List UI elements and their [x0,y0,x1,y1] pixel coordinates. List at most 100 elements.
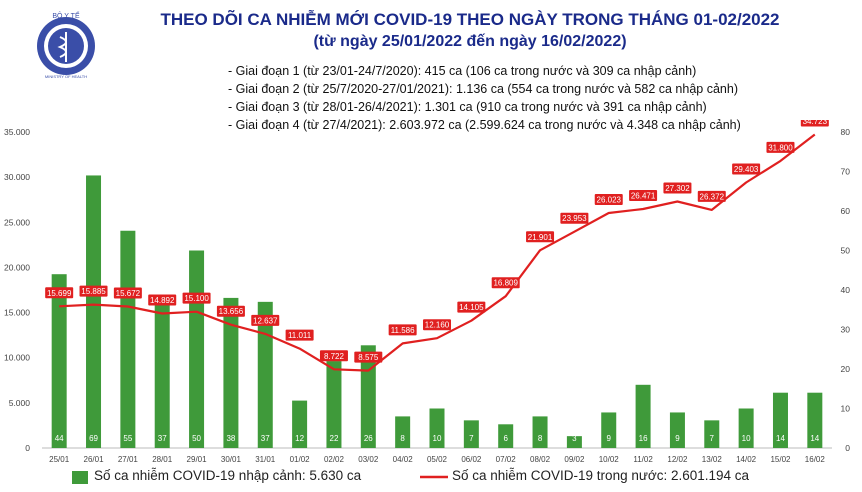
bar [463,420,479,448]
line-value-label: 14.105 [459,303,484,312]
bar-value-label: 10 [433,434,442,443]
x-tick-label: 31/01 [255,455,276,464]
bar [807,392,823,448]
line-value-label: 15.672 [116,289,141,298]
line-value-label: 34.723 [803,120,828,126]
x-tick-label: 29/01 [187,455,208,464]
bar [429,408,445,448]
bar [292,400,308,448]
bar [154,301,170,448]
bar-value-label: 55 [123,434,132,443]
chart-title: THEO DÕI CA NHIỄM MỚI COVID-19 THEO NGÀY… [160,10,780,29]
bar-value-label: 44 [55,434,64,443]
bar [566,436,582,448]
y-left-tick-label: 30.000 [4,172,30,182]
x-tick-label: 04/02 [393,455,414,464]
bar-value-label: 8 [538,434,543,443]
x-tick-label: 02/02 [324,455,345,464]
x-tick-label: 08/02 [530,455,551,464]
line-label-box [766,141,795,153]
bar-value-label: 22 [330,434,339,443]
line-label-box [732,163,761,175]
y-right-tick-label: 10 [841,404,851,414]
bar-value-label: 26 [364,434,373,443]
line-label-box [216,305,245,317]
bar-value-label: 7 [469,434,474,443]
legend-bar-swatch [72,471,88,484]
line-series [59,133,816,372]
line-value-label: 29.403 [734,165,759,174]
line-label-box [491,277,520,289]
bar [326,361,342,448]
line-value-label: 15.100 [184,294,209,303]
line-value-label: 8.575 [358,353,379,362]
bar [738,408,754,448]
line-label-box [79,285,108,297]
line-label-box [594,194,623,206]
line-label-box [629,190,658,202]
bar-value-label: 14 [810,434,819,443]
bar-value-label: 9 [607,434,612,443]
bar [601,412,617,448]
covid-chart: 0 5.000 10.000 15.000 20.000 25.000 30.000 35.0… [4,120,851,464]
line-value-label: 11.586 [391,326,415,335]
bar-value-label: 37 [158,434,167,443]
bar-value-label: 10 [742,434,751,443]
x-tick-label: 28/01 [152,455,173,464]
bar-value-label: 7 [710,434,715,443]
logo-subtext: MINISTRY OF HEALTH [45,74,87,79]
bar [532,416,548,448]
line-value-label: 26.471 [631,192,656,201]
bar-value-label: 14 [776,434,785,443]
y-left-tick-label: 25.000 [4,217,30,227]
line-label-box [45,287,74,299]
line-value-label: 8.722 [324,352,345,361]
note-phase-4: - Giai đoạn 4 (từ 27/4/2021): 2.603.972 … [228,118,741,132]
note-phase-1: - Giai đoạn 1 (từ 23/01-24/7/2020): 415 … [228,64,697,78]
line-label-box [113,287,142,299]
x-tick-label: 14/02 [736,455,757,464]
bar-value-label: 9 [675,434,680,443]
line-value-label: 12.637 [253,316,278,325]
line-label-box [526,231,555,243]
logo-text: BỘ Y TẾ [52,10,80,20]
bar [704,420,720,448]
bar [772,392,788,448]
line-value-label: 23.953 [562,214,587,223]
bar-value-label: 12 [295,434,304,443]
bar [498,424,514,448]
y-left-tick-label: 20.000 [4,262,30,272]
y-left-tick-label: 5.000 [9,398,31,408]
bar [51,274,67,448]
legend-bars-label: Số ca nhiễm COVID-19 nhập cảnh: 5.630 ca [94,468,362,483]
y-right-tick-label: 60 [841,206,851,216]
line-label-box [285,329,314,341]
line-value-label: 14.892 [150,296,175,305]
y-left-tick-label: 15.000 [4,308,30,318]
bar [86,175,102,448]
x-tick-label: 15/02 [770,455,791,464]
line-label-box [663,182,692,194]
x-tick-label: 30/01 [221,455,242,464]
y-right-tick-label: 40 [841,285,851,295]
bar [223,297,239,448]
bar [120,230,136,448]
x-tick-label: 07/02 [496,455,517,464]
y-left-tick-label: 10.000 [4,353,30,363]
line-value-label: 31.800 [768,143,793,152]
bar-value-label: 16 [639,434,648,443]
line-label-box [251,314,280,326]
line-label-box [319,350,348,362]
line-label-box [388,324,417,336]
line-value-label: 15.885 [81,287,106,296]
line-value-label: 16.809 [493,279,518,288]
line-value-label: 27.302 [665,184,690,193]
chart-subtitle: (từ ngày 25/01/2022 đến ngày 16/02/2022) [313,33,627,50]
line-label-box [560,212,589,224]
bar-value-label: 37 [261,434,270,443]
bar-value-label: 8 [400,434,405,443]
x-tick-label: 11/02 [633,455,653,464]
bar-value-label: 38 [226,434,235,443]
bar [635,384,651,448]
line-label-box [800,120,829,127]
